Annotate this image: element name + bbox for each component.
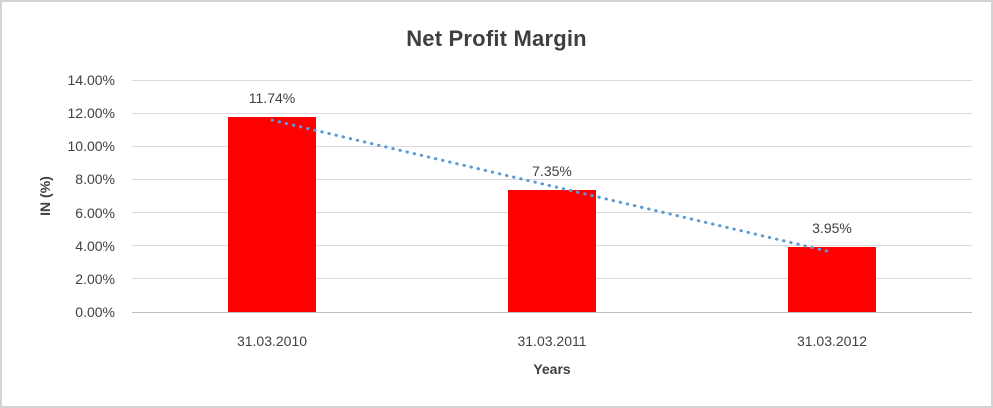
bar-value-label: 3.95% xyxy=(812,219,852,236)
x-axis-tick-label: 31.03.2012 xyxy=(796,333,868,349)
bar-value-label: 7.35% xyxy=(532,163,572,180)
x-axis-title: Years xyxy=(533,361,571,377)
x-axis-line xyxy=(132,311,972,313)
chart-title: Net Profit Margin xyxy=(406,26,587,51)
gridline xyxy=(132,79,972,81)
bar-value-label: 11.74% xyxy=(248,90,296,107)
gridline xyxy=(132,112,972,114)
x-axis-tick-label: 31.03.2010 xyxy=(236,333,308,349)
y-axis-tick-label: 14.00% xyxy=(67,72,115,88)
plot-area: 11.74% 7.35% 3.95% xyxy=(132,79,972,313)
y-axis-tick-label: 0.00% xyxy=(75,304,115,320)
y-axis-tick-label: 6.00% xyxy=(75,204,115,221)
y-axis-tick-label: 8.00% xyxy=(75,171,115,188)
y-axis-tick-label: 2.00% xyxy=(75,270,115,287)
y-axis-tick-label: 10.00% xyxy=(67,138,115,155)
bar-31.03.2010 xyxy=(228,117,316,312)
bar-31.03.2011 xyxy=(508,190,596,312)
y-axis-tick-label: 12.00% xyxy=(67,105,115,122)
y-axis-tick-label: 4.00% xyxy=(75,237,115,254)
x-axis-tick-label: 31.03.2011 xyxy=(517,333,587,349)
bar-31.03.2012 xyxy=(788,246,876,312)
y-axis-title: IN (%) xyxy=(37,176,53,216)
